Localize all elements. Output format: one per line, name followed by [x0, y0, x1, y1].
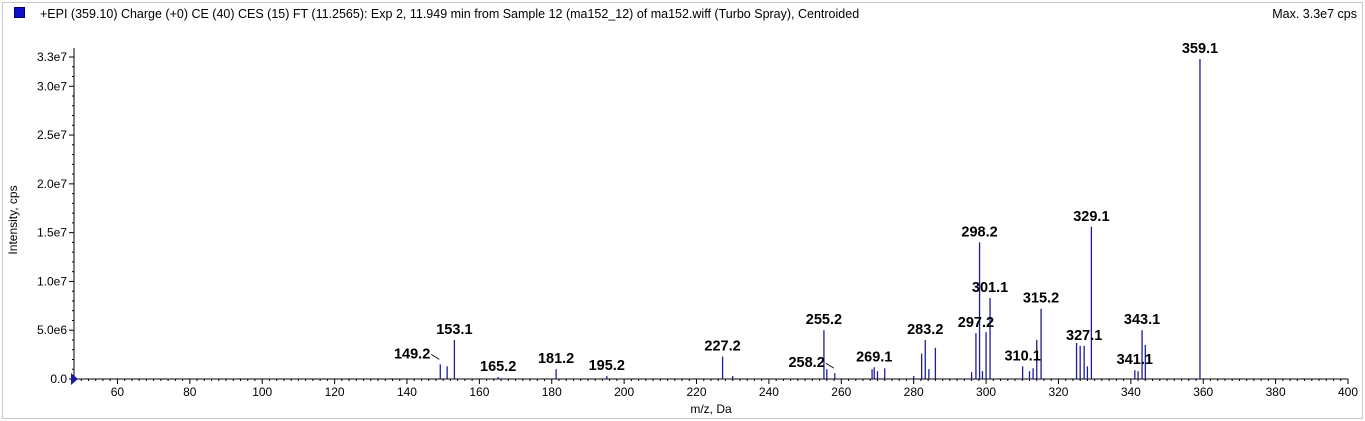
peak-labels: 149.2 153.1 165.2 181.2 195.2 227.2 255.2 258.2…: [394, 41, 1218, 375]
peak-label: 153.1: [436, 322, 472, 338]
peak-label: 283.2: [907, 322, 943, 338]
peak-label: 165.2: [480, 359, 516, 375]
peak-label: 315.2: [1023, 291, 1059, 307]
x-tick-label: 260: [831, 385, 851, 399]
peak-label: 301.1: [972, 280, 1008, 296]
x-tick-label: 160: [469, 385, 489, 399]
x-tick-label: 180: [542, 385, 562, 399]
x-tick-label: 60: [111, 385, 125, 399]
x-axis-ticks: 60 80 100 120 140 160 180 200 220 240 260 280 300 320…: [80, 379, 1358, 399]
x-tick-label: 120: [325, 385, 345, 399]
peak-label: 327.1: [1066, 328, 1102, 344]
spectrum-header: +EPI (359.10) Charge (+0) CE (40) CES (1…: [0, 0, 1365, 28]
label-leader-line: [431, 354, 440, 360]
peak-label: 258.2: [788, 355, 824, 371]
y-axis-ticks: 0.0 5.0e6 1.0e7 1.5e7 2.0e7 2.5e7 3.0e7 3.3e7: [37, 50, 74, 386]
x-tick-label: 220: [687, 385, 707, 399]
peak-label: 341.1: [1117, 352, 1153, 368]
y-tick-label: 3.0e7: [37, 79, 67, 93]
y-tick-label: 3.3e7: [37, 50, 67, 64]
legend-swatch[interactable]: [14, 7, 25, 18]
axes: [73, 48, 1348, 380]
label-leader-line: [825, 362, 834, 369]
x-tick-label: 80: [183, 385, 197, 399]
x-tick-label: 240: [759, 385, 779, 399]
y-tick-label: 0.0: [50, 372, 67, 386]
x-tick-label: 300: [976, 385, 996, 399]
peak-label: 343.1: [1124, 312, 1160, 328]
y-tick-label: 5.0e6: [37, 323, 67, 337]
origin-marker-icon[interactable]: [71, 373, 78, 385]
spectrum-title: +EPI (359.10) Charge (+0) CE (40) CES (1…: [40, 7, 860, 21]
peak-label: 298.2: [961, 224, 997, 240]
y-tick-label: 1.0e7: [37, 274, 67, 288]
peak-label: 181.2: [538, 351, 574, 367]
x-axis-title: m/z, Da: [690, 402, 732, 416]
peak-label: 359.1: [1182, 41, 1218, 57]
x-tick-label: 380: [1266, 385, 1286, 399]
x-tick-label: 280: [904, 385, 924, 399]
x-tick-label: 100: [252, 385, 272, 399]
x-tick-label: 360: [1193, 385, 1213, 399]
peak-label: 310.1: [1004, 348, 1040, 364]
y-axis-title: Intensity, cps: [6, 185, 20, 254]
peak-label: 149.2: [394, 346, 430, 362]
peak-label: 297.2: [958, 315, 994, 331]
peak-label: 195.2: [589, 358, 625, 374]
x-tick-label: 320: [1048, 385, 1068, 399]
y-tick-label: 1.5e7: [37, 226, 67, 240]
max-intensity-label: Max. 3.3e7 cps: [1272, 7, 1357, 21]
peak-label: 329.1: [1073, 209, 1109, 225]
x-tick-label: 140: [397, 385, 417, 399]
y-tick-label: 2.0e7: [37, 177, 67, 191]
peak-label: 255.2: [806, 312, 842, 328]
spectrum-peaks: [439, 58, 1201, 379]
x-tick-label: 340: [1121, 385, 1141, 399]
peak-label: 269.1: [856, 349, 892, 365]
peak-label: 227.2: [704, 339, 740, 355]
x-tick-label: 400: [1338, 385, 1358, 399]
y-tick-label: 2.5e7: [37, 128, 67, 142]
x-tick-label: 200: [614, 385, 634, 399]
